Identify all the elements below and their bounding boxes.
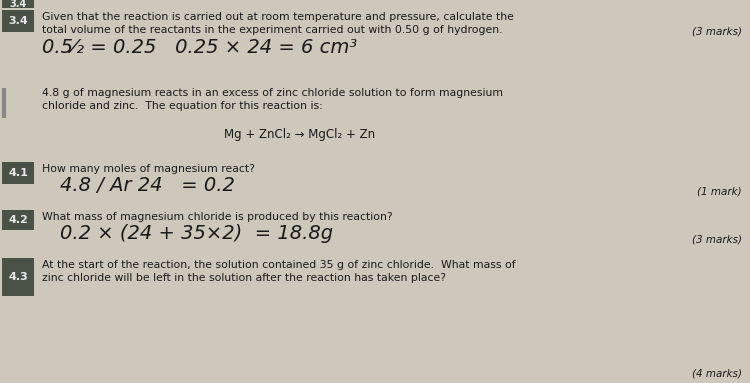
Text: (3 marks): (3 marks): [692, 234, 742, 244]
Text: (4 marks): (4 marks): [692, 368, 742, 378]
Text: 4.2: 4.2: [8, 215, 28, 225]
Text: chloride and zinc.  The equation for this reaction is:: chloride and zinc. The equation for this…: [42, 101, 322, 111]
Text: zinc chloride will be left in the solution after the reaction has taken place?: zinc chloride will be left in the soluti…: [42, 273, 446, 283]
Text: 0.5⁄₂ = 0.25   0.25 × 24 = 6 cm³: 0.5⁄₂ = 0.25 0.25 × 24 = 6 cm³: [42, 38, 357, 57]
FancyBboxPatch shape: [2, 10, 34, 32]
Text: total volume of the reactants in the experiment carried out with 0.50 g of hydro: total volume of the reactants in the exp…: [42, 25, 502, 35]
Text: 4.3: 4.3: [8, 272, 28, 282]
FancyBboxPatch shape: [2, 0, 34, 8]
FancyBboxPatch shape: [2, 210, 34, 230]
FancyBboxPatch shape: [2, 162, 34, 184]
Text: What mass of magnesium chloride is produced by this reaction?: What mass of magnesium chloride is produ…: [42, 212, 393, 222]
Text: Mg + ZnCl₂ → MgCl₂ + Zn: Mg + ZnCl₂ → MgCl₂ + Zn: [224, 128, 376, 141]
FancyBboxPatch shape: [2, 258, 34, 296]
Text: 4.8 / Ar 24   = 0.2: 4.8 / Ar 24 = 0.2: [60, 176, 235, 195]
Text: 4.1: 4.1: [8, 168, 28, 178]
Text: How many moles of magnesium react?: How many moles of magnesium react?: [42, 164, 255, 174]
Text: 3.4: 3.4: [8, 16, 28, 26]
Text: (1 mark): (1 mark): [698, 186, 742, 196]
Text: 4.8 g of magnesium reacts in an excess of zinc chloride solution to form magnesi: 4.8 g of magnesium reacts in an excess o…: [42, 88, 503, 98]
Text: 3.4: 3.4: [9, 0, 27, 9]
Text: (3 marks): (3 marks): [692, 26, 742, 36]
Text: Given that the reaction is carried out at room temperature and pressure, calcula: Given that the reaction is carried out a…: [42, 12, 514, 22]
Text: 0.2 × (24 + 35×2)  = 18.8g: 0.2 × (24 + 35×2) = 18.8g: [60, 224, 333, 243]
Text: At the start of the reaction, the solution contained 35 g of zinc chloride.  Wha: At the start of the reaction, the soluti…: [42, 260, 516, 270]
